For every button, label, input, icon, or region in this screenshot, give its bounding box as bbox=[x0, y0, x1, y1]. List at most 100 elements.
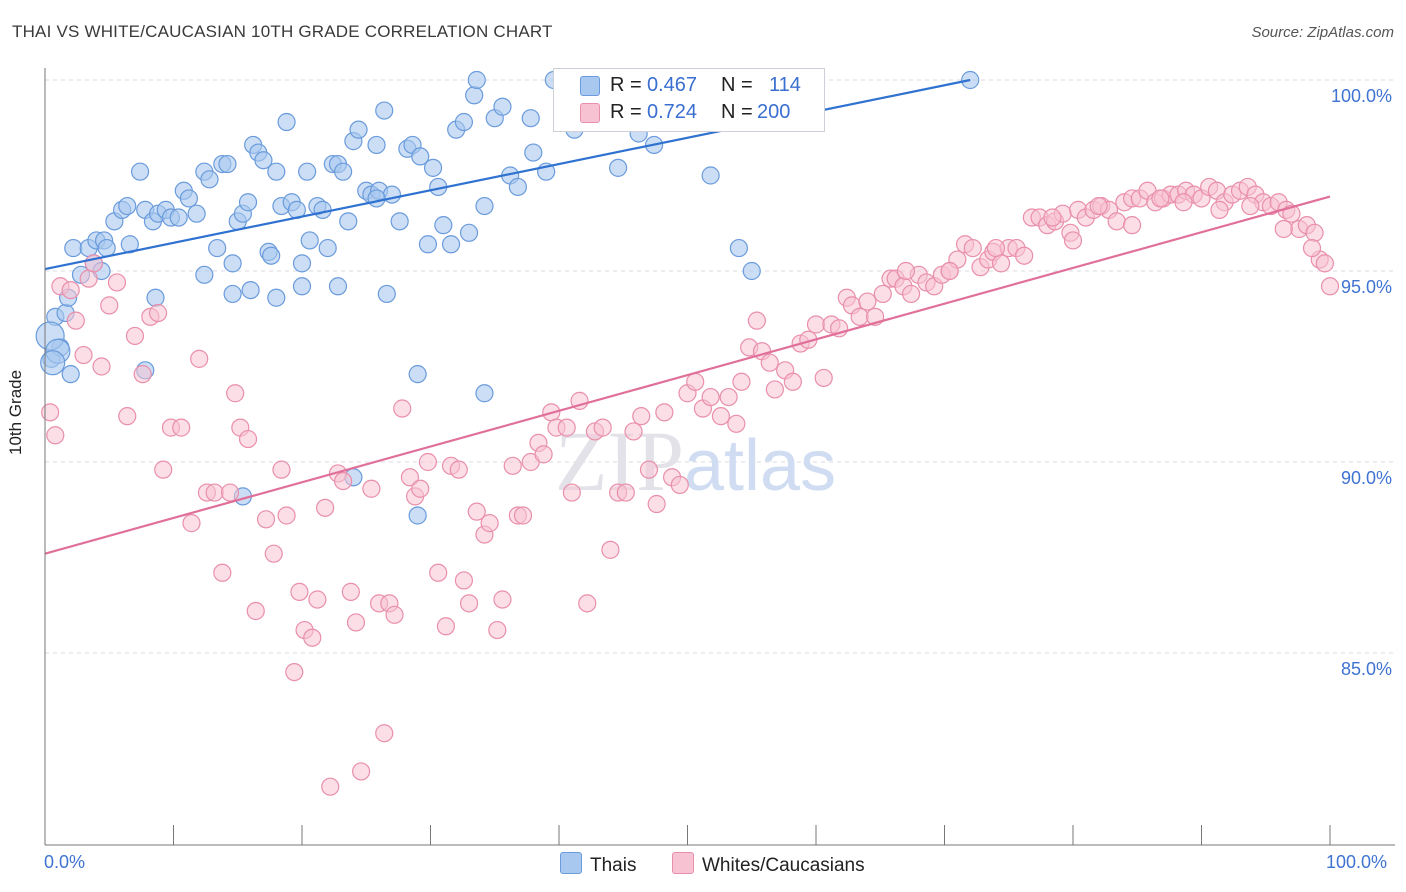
whites-trend-line bbox=[44, 195, 1331, 555]
legend-blue-n-label: N = bbox=[721, 74, 753, 96]
white-caucasian-point bbox=[727, 414, 746, 433]
thai-point bbox=[408, 365, 427, 384]
thai-point bbox=[254, 151, 273, 170]
thai-point bbox=[493, 97, 512, 116]
white-caucasian-point bbox=[100, 296, 119, 315]
white-caucasian-point bbox=[1174, 193, 1193, 212]
thai-point bbox=[267, 288, 286, 307]
thai-point bbox=[292, 254, 312, 273]
bottom-legend-thais: Thais bbox=[560, 852, 636, 877]
thai-point bbox=[328, 277, 348, 296]
white-caucasian-point bbox=[303, 628, 322, 647]
white-caucasian-point bbox=[632, 407, 651, 426]
thai-point bbox=[334, 162, 353, 181]
white-caucasian-point bbox=[220, 483, 240, 502]
white-caucasian-point bbox=[1107, 212, 1126, 231]
white-caucasian-point bbox=[393, 399, 412, 418]
y-tick-90: 90.0% bbox=[1340, 468, 1392, 488]
white-caucasian-point bbox=[66, 311, 85, 330]
white-caucasian-point bbox=[562, 483, 581, 502]
whites-label: Whites/Caucasians bbox=[702, 855, 865, 876]
white-caucasian-point bbox=[190, 349, 209, 368]
white-caucasian-point bbox=[1320, 277, 1340, 296]
white-caucasian-point bbox=[459, 594, 479, 613]
white-caucasian-point bbox=[79, 269, 98, 288]
white-caucasian-point bbox=[647, 494, 666, 514]
thai-point bbox=[467, 70, 486, 90]
white-caucasian-point bbox=[570, 391, 589, 410]
thai-point bbox=[459, 223, 479, 242]
white-caucasian-point bbox=[61, 281, 80, 300]
white-caucasian-point bbox=[1043, 208, 1062, 227]
x-tick-0: 0.0% bbox=[44, 852, 86, 872]
white-caucasian-point bbox=[172, 418, 191, 437]
thai-point bbox=[208, 238, 227, 258]
axes bbox=[44, 68, 1395, 846]
thai-point bbox=[187, 204, 206, 223]
thai-point bbox=[701, 166, 720, 185]
thai-point bbox=[418, 235, 438, 254]
legend-blue-n-value: 114 bbox=[769, 74, 801, 96]
white-caucasian-point bbox=[1089, 196, 1108, 216]
white-caucasian-point bbox=[578, 594, 597, 613]
white-caucasian-point bbox=[940, 261, 959, 281]
white-caucasian-point bbox=[701, 387, 720, 407]
white-caucasian-point bbox=[711, 407, 731, 426]
white-caucasian-point bbox=[986, 238, 1006, 258]
thai-point bbox=[200, 170, 219, 189]
thai-point bbox=[411, 147, 430, 166]
y-tick-95: 95.0% bbox=[1340, 277, 1392, 297]
bottom-legend-whites: Whites/Caucasians bbox=[672, 852, 865, 877]
thai-point bbox=[118, 196, 137, 216]
white-caucasian-point bbox=[125, 326, 145, 346]
thais-points bbox=[35, 70, 980, 525]
thai-point bbox=[465, 86, 484, 105]
thai-point bbox=[475, 196, 494, 216]
thai-point bbox=[609, 158, 628, 177]
white-caucasian-point bbox=[107, 273, 127, 292]
white-caucasian-point bbox=[285, 662, 304, 682]
white-caucasian-point bbox=[321, 777, 340, 796]
white-caucasian-point bbox=[308, 590, 327, 609]
whites-swatch bbox=[672, 852, 694, 874]
white-caucasian-point bbox=[400, 468, 420, 487]
thai-point bbox=[475, 384, 494, 403]
white-caucasian-point bbox=[411, 479, 430, 498]
white-caucasian-point bbox=[74, 345, 93, 365]
white-caucasian-point bbox=[316, 498, 335, 517]
white-caucasian-point bbox=[375, 724, 394, 743]
thai-point bbox=[423, 158, 443, 177]
thai-point bbox=[267, 162, 286, 181]
white-caucasian-point bbox=[182, 514, 201, 533]
thai-point bbox=[339, 212, 358, 231]
white-caucasian-point bbox=[92, 357, 111, 376]
thai-point bbox=[454, 112, 474, 132]
thai-point bbox=[241, 281, 260, 300]
white-caucasian-point bbox=[719, 387, 738, 407]
thai-point bbox=[195, 265, 214, 284]
legend-swatch-pink bbox=[580, 103, 600, 123]
white-caucasian-point bbox=[901, 284, 921, 304]
white-caucasian-point bbox=[346, 613, 366, 632]
white-caucasian-point bbox=[1302, 238, 1322, 258]
white-caucasian-point bbox=[334, 472, 353, 491]
white-caucasian-point bbox=[449, 460, 468, 479]
thai-point bbox=[223, 254, 242, 273]
white-caucasian-point bbox=[41, 403, 60, 422]
thai-point bbox=[300, 231, 319, 250]
thai-point bbox=[390, 212, 409, 231]
thai-point bbox=[64, 238, 83, 258]
white-caucasian-point bbox=[747, 311, 766, 330]
white-caucasian-point bbox=[1063, 231, 1083, 250]
white-caucasian-point bbox=[1241, 196, 1260, 216]
thai-point bbox=[521, 109, 540, 128]
legend-box: R = 0.467 N = 114 R = 0.724 N = 200 bbox=[553, 68, 825, 132]
legend-pink-r-label: R = bbox=[610, 101, 642, 123]
white-caucasian-point bbox=[814, 368, 833, 388]
white-caucasian-point bbox=[436, 617, 456, 636]
thais-label: Thais bbox=[590, 855, 637, 876]
white-caucasian-point bbox=[670, 475, 689, 495]
white-caucasian-point bbox=[118, 407, 137, 426]
white-caucasian-point bbox=[806, 315, 826, 334]
thai-point bbox=[375, 101, 394, 120]
